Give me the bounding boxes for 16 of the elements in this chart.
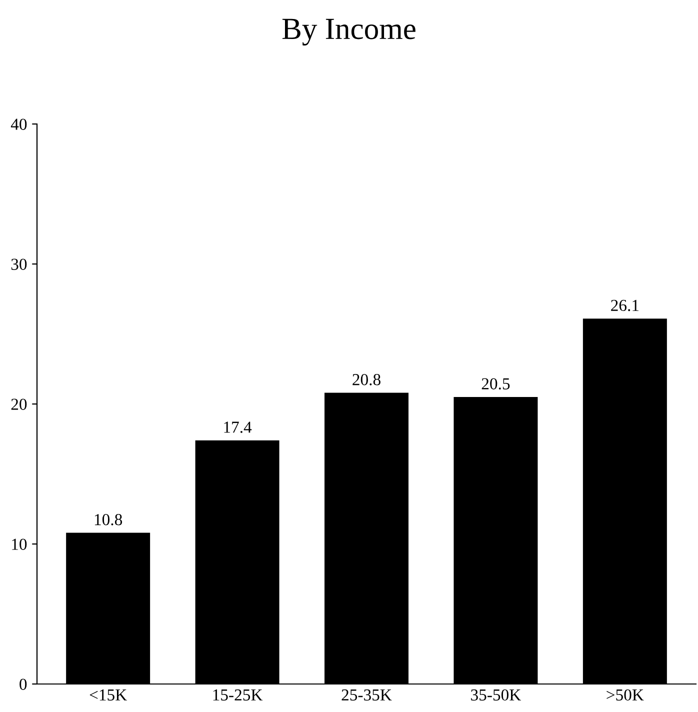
chart-title: By Income xyxy=(282,18,416,46)
data-label: 20.5 xyxy=(482,378,510,390)
y-tick-label: 30 xyxy=(11,258,27,270)
y-tick-label: 0 xyxy=(20,678,27,690)
x-tick-label: 15-25K xyxy=(213,689,263,701)
x-tick-label: 25-35K xyxy=(342,689,392,701)
x-tick-label: 35-50K xyxy=(471,689,522,701)
x-tick-label: >50K xyxy=(606,689,644,701)
x-tick-label: <15K xyxy=(90,689,127,701)
data-label: 10.8 xyxy=(94,514,122,526)
y-tick-label: 10 xyxy=(12,538,27,550)
y-tick-label: 20 xyxy=(11,398,27,410)
y-tick-label: 40 xyxy=(10,118,27,130)
data-label: 26.1 xyxy=(611,300,639,312)
data-label: 20.8 xyxy=(352,374,380,386)
data-label: 17.4 xyxy=(224,422,252,433)
